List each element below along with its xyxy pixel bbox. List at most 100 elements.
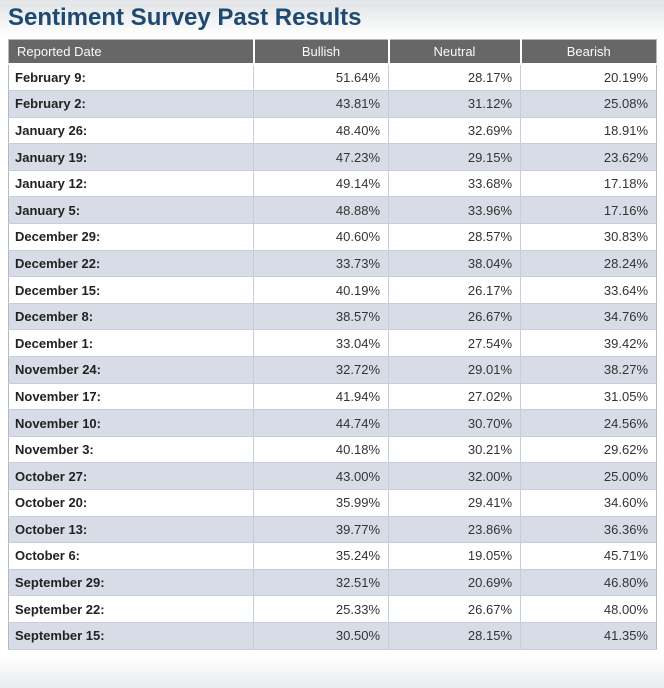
bearish-value-cell: 38.27% [520,356,657,384]
reported-date-cell: January 12: [8,170,254,198]
reported-date-cell: October 20: [8,489,254,517]
bearish-value-cell: 28.24% [520,250,657,278]
bearish-value-cell: 45.71% [520,542,657,570]
bullish-value-cell: 33.73% [253,250,389,278]
bearish-value-cell: 25.08% [520,90,657,118]
table-row: January 12: 49.14% 33.68% 17.18% [8,170,657,198]
bearish-value-cell: 17.18% [520,170,657,198]
bearish-value-cell: 41.35% [520,622,657,650]
bullish-value-cell: 38.57% [253,303,389,331]
bearish-value-cell: 17.16% [520,196,657,225]
neutral-value-cell: 32.69% [388,117,521,145]
neutral-value-cell: 29.01% [388,356,521,384]
table-header-row: Reported Date Bullish Neutral Bearish [8,39,657,65]
bearish-value-cell: 30.83% [520,223,657,251]
table-row: January 19: 47.23% 29.15% 23.62% [8,143,657,171]
table-body: February 9: 51.64% 28.17% 20.19% Februar… [8,64,657,650]
page-title: Sentiment Survey Past Results [8,4,362,31]
table-row: January 26: 48.40% 32.69% 18.91% [8,117,657,145]
bullish-value-cell: 39.77% [253,516,389,544]
bearish-value-cell: 34.60% [520,489,657,517]
bearish-value-cell: 24.56% [520,409,657,437]
bullish-value-cell: 41.94% [253,383,389,411]
bullish-value-cell: 35.99% [253,489,389,517]
bullish-value-cell: 35.24% [253,542,389,570]
neutral-value-cell: 26.17% [388,276,521,304]
reported-date-cell: November 10: [8,409,254,437]
column-header-reported-date: Reported Date [8,39,254,65]
table-row: November 3: 40.18% 30.21% 29.62% [8,436,657,464]
reported-date-cell: November 17: [8,383,254,411]
column-header-neutral: Neutral [387,39,521,65]
table-row: February 2: 43.81% 31.12% 25.08% [8,90,657,118]
bullish-value-cell: 32.51% [253,569,389,597]
reported-date-cell: December 22: [8,250,254,278]
bullish-value-cell: 40.19% [253,276,389,304]
bullish-value-cell: 47.23% [253,143,389,171]
neutral-value-cell: 23.86% [388,516,521,544]
neutral-value-cell: 26.67% [388,303,521,331]
bearish-value-cell: 46.80% [520,569,657,597]
bullish-value-cell: 40.18% [253,436,389,464]
bullish-value-cell: 43.00% [253,462,389,490]
reported-date-cell: February 2: [8,90,254,118]
reported-date-cell: January 26: [8,117,254,145]
reported-date-cell: October 27: [8,462,254,490]
neutral-value-cell: 28.15% [388,622,521,650]
table-row: December 22: 33.73% 38.04% 28.24% [8,250,657,278]
table-row: September 29: 32.51% 20.69% 46.80% [8,569,657,597]
neutral-value-cell: 31.12% [388,90,521,118]
table-row: December 8: 38.57% 26.67% 34.76% [8,303,657,331]
bearish-value-cell: 18.91% [520,117,657,145]
table-row: October 6: 35.24% 19.05% 45.71% [8,542,657,570]
table-row: December 1: 33.04% 27.54% 39.42% [8,329,657,358]
table-row: November 17: 41.94% 27.02% 31.05% [8,383,657,411]
neutral-value-cell: 20.69% [388,569,521,597]
bearish-value-cell: 48.00% [520,595,657,623]
neutral-value-cell: 27.54% [388,329,521,358]
table-row: January 5: 48.88% 33.96% 17.16% [8,196,657,225]
column-header-bullish: Bullish [252,39,389,65]
table-row: October 27: 43.00% 32.00% 25.00% [8,462,657,490]
table-row: October 20: 35.99% 29.41% 34.60% [8,489,657,517]
table-row: November 10: 44.74% 30.70% 24.56% [8,409,657,437]
bullish-value-cell: 48.88% [253,196,389,225]
table-row: November 24: 32.72% 29.01% 38.27% [8,356,657,384]
bearish-value-cell: 34.76% [520,303,657,331]
bullish-value-cell: 44.74% [253,409,389,437]
reported-date-cell: January 19: [8,143,254,171]
bullish-value-cell: 32.72% [253,356,389,384]
neutral-value-cell: 29.15% [388,143,521,171]
bearish-value-cell: 31.05% [520,383,657,411]
neutral-value-cell: 29.41% [388,489,521,517]
bullish-value-cell: 43.81% [253,90,389,118]
bullish-value-cell: 40.60% [253,223,389,251]
reported-date-cell: September 22: [8,595,254,623]
neutral-value-cell: 27.02% [388,383,521,411]
table-row: September 22: 25.33% 26.67% 48.00% [8,595,657,623]
neutral-value-cell: 38.04% [388,250,521,278]
bearish-value-cell: 33.64% [520,276,657,304]
reported-date-cell: October 6: [8,542,254,570]
bullish-value-cell: 49.14% [253,170,389,198]
table-row: December 29: 40.60% 28.57% 30.83% [8,223,657,251]
reported-date-cell: October 13: [8,516,254,544]
bearish-value-cell: 36.36% [520,516,657,544]
reported-date-cell: September 29: [8,569,254,597]
table-row: September 15: 30.50% 28.15% 41.35% [8,622,657,650]
table-row: December 15: 40.19% 26.17% 33.64% [8,276,657,304]
table-row: October 13: 39.77% 23.86% 36.36% [8,516,657,544]
reported-date-cell: December 15: [8,276,254,304]
reported-date-cell: December 29: [8,223,254,251]
neutral-value-cell: 28.17% [388,64,521,92]
bullish-value-cell: 25.33% [253,595,389,623]
bearish-value-cell: 29.62% [520,436,657,464]
reported-date-cell: November 3: [8,436,254,464]
reported-date-cell: January 5: [8,196,254,225]
neutral-value-cell: 30.70% [388,409,521,437]
neutral-value-cell: 26.67% [388,595,521,623]
bullish-value-cell: 33.04% [253,329,389,358]
reported-date-cell: December 8: [8,303,254,331]
neutral-value-cell: 32.00% [388,462,521,490]
column-header-bearish: Bearish [519,39,657,65]
